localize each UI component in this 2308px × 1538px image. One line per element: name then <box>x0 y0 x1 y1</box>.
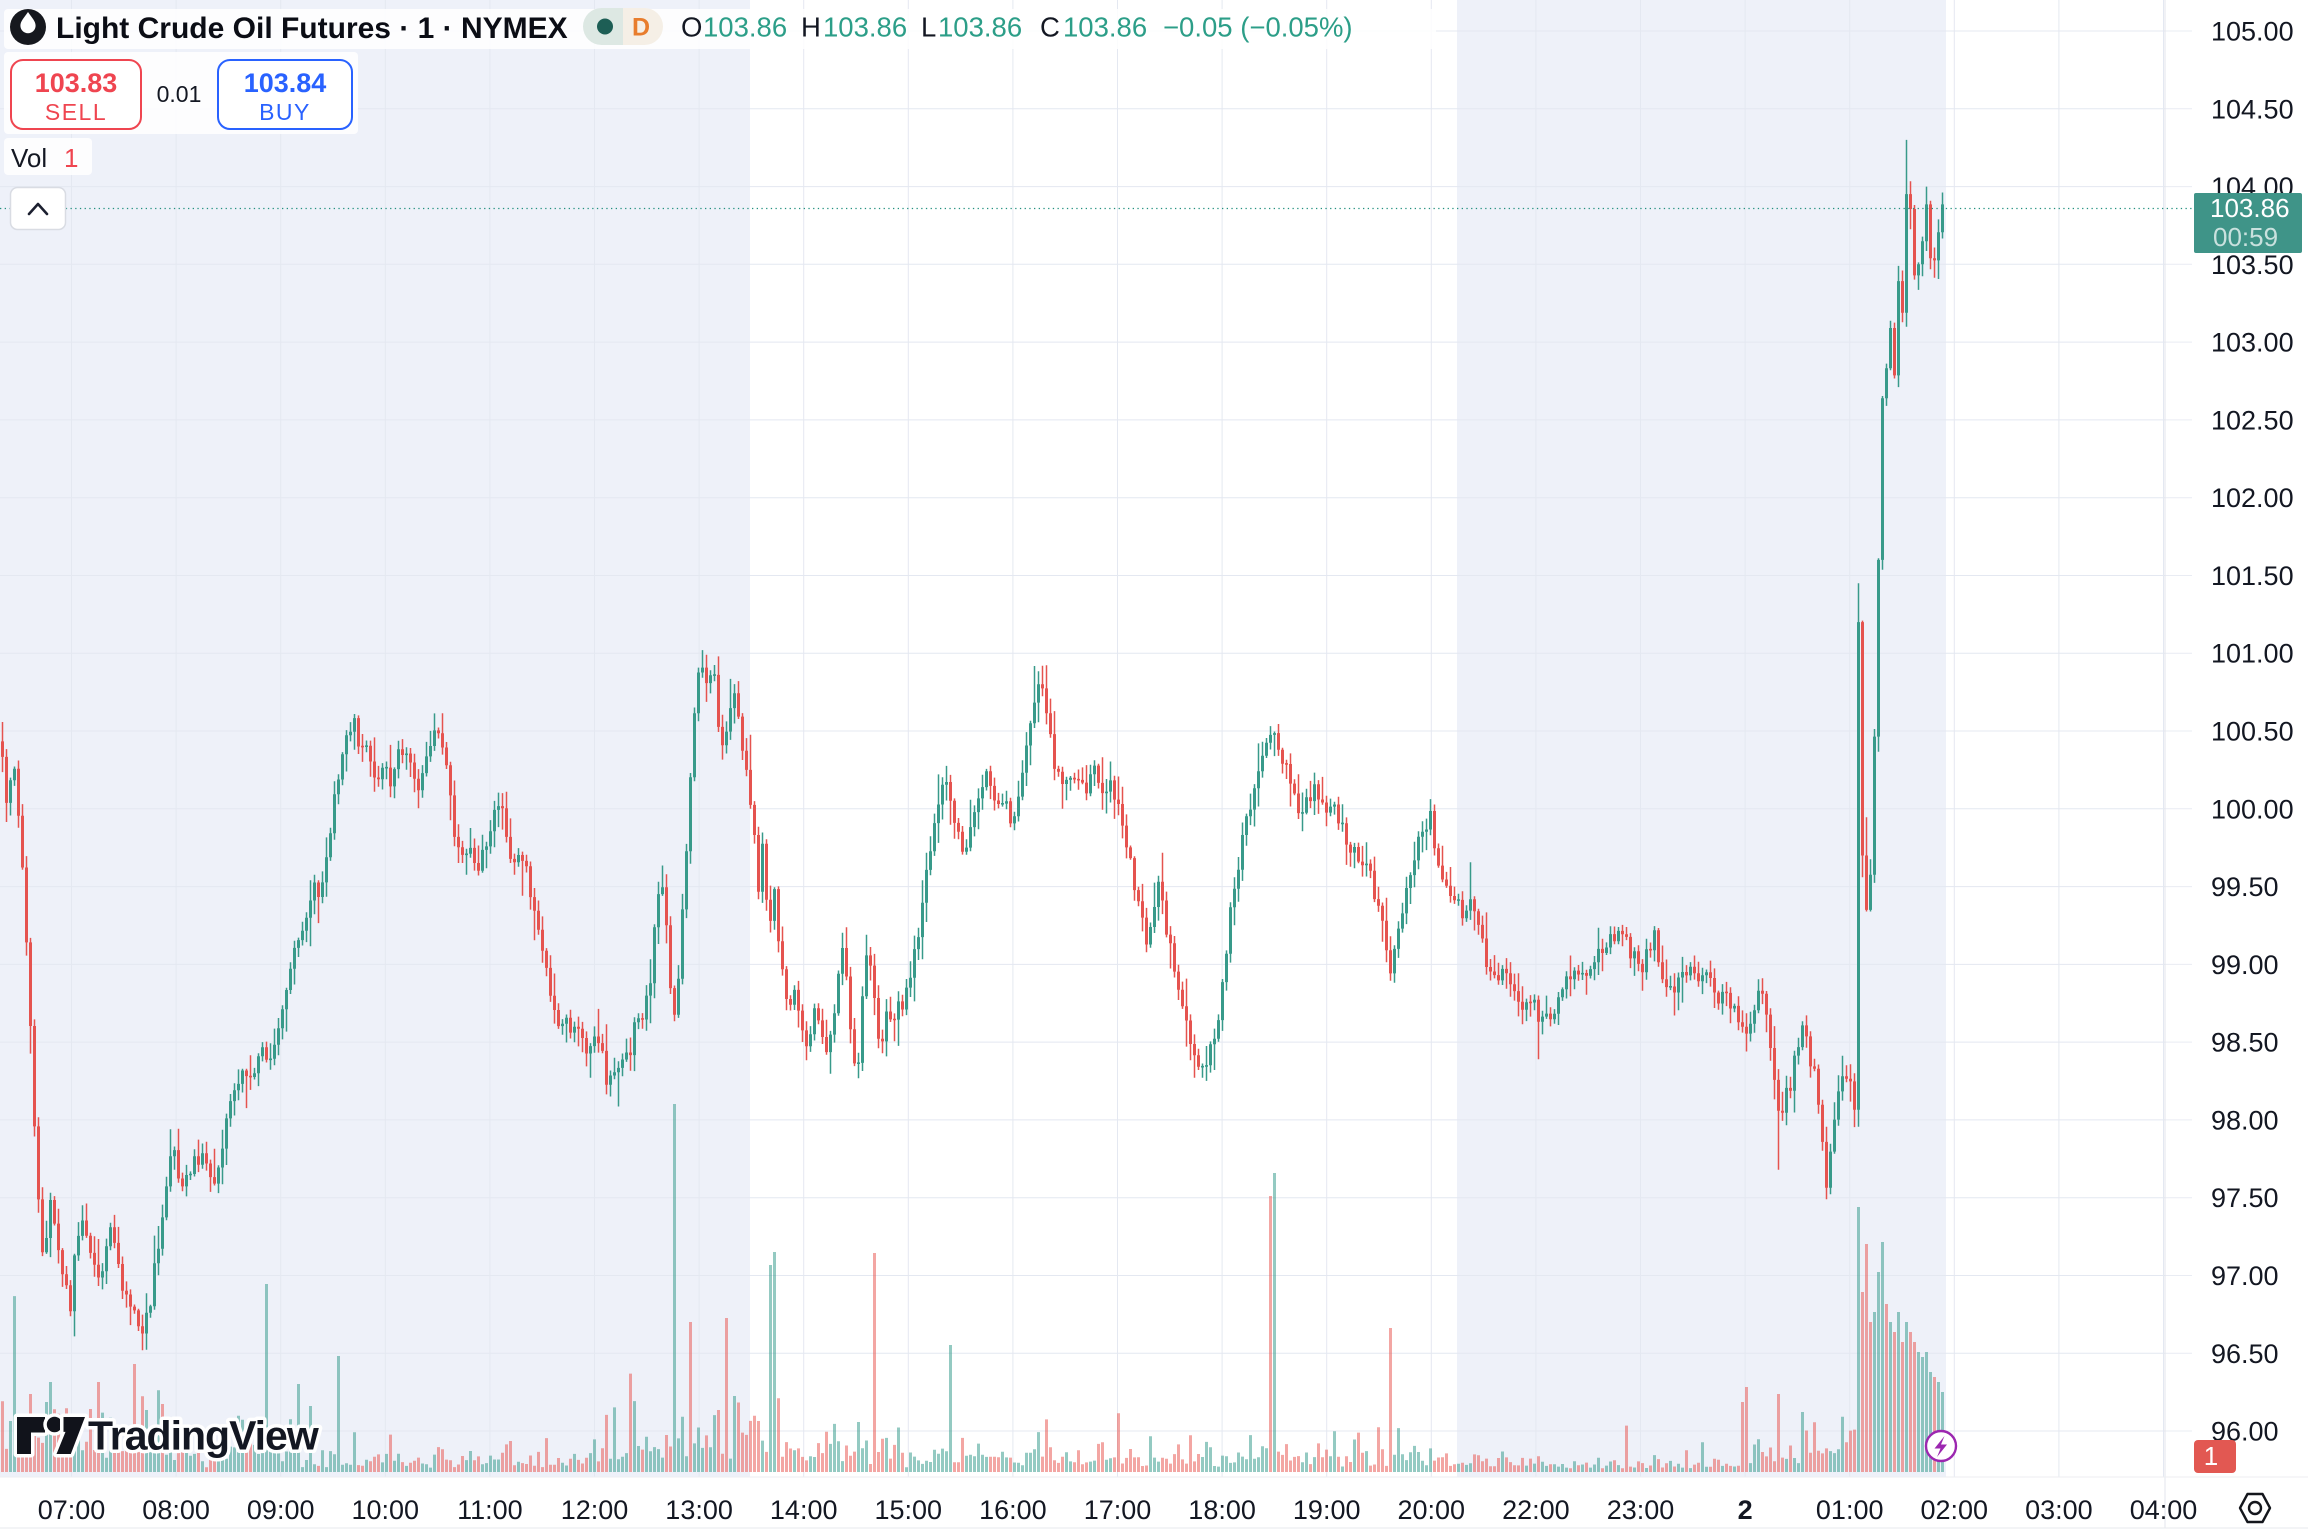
svg-text:07:00: 07:00 <box>38 1495 106 1525</box>
svg-text:102.00: 102.00 <box>2211 483 2294 513</box>
svg-text:01:00: 01:00 <box>1816 1495 1884 1525</box>
svg-text:22:00: 22:00 <box>1502 1495 1570 1525</box>
svg-text:09:00: 09:00 <box>247 1495 315 1525</box>
svg-text:103.86: 103.86 <box>938 12 1022 43</box>
svg-text:D: D <box>632 14 650 42</box>
svg-text:103.50: 103.50 <box>2211 250 2294 280</box>
svg-text:Light Crude Oil Futures · 1 ·: Light Crude Oil Futures · 1 · NYMEX <box>56 12 568 45</box>
svg-text:100.50: 100.50 <box>2211 717 2294 747</box>
svg-text:20:00: 20:00 <box>1398 1495 1466 1525</box>
svg-text:23:00: 23:00 <box>1607 1495 1675 1525</box>
svg-text:18:00: 18:00 <box>1188 1495 1256 1525</box>
svg-text:98.50: 98.50 <box>2211 1028 2279 1058</box>
svg-text:12:00: 12:00 <box>561 1495 629 1525</box>
svg-text:103.86: 103.86 <box>823 12 907 43</box>
svg-text:19:00: 19:00 <box>1293 1495 1361 1525</box>
svg-text:99.00: 99.00 <box>2211 950 2279 980</box>
svg-text:16:00: 16:00 <box>979 1495 1047 1525</box>
svg-text:H: H <box>801 12 821 43</box>
svg-text:SELL: SELL <box>45 99 107 125</box>
svg-text:101.50: 101.50 <box>2211 561 2294 591</box>
svg-text:103.84: 103.84 <box>244 68 327 98</box>
svg-text:104.50: 104.50 <box>2211 94 2294 124</box>
svg-text:103.86: 103.86 <box>1063 12 1147 43</box>
svg-text:03:00: 03:00 <box>2025 1495 2093 1525</box>
svg-text:105.00: 105.00 <box>2211 17 2294 47</box>
svg-text:−0.05 (−0.05%): −0.05 (−0.05%) <box>1163 12 1353 43</box>
svg-text:103.86: 103.86 <box>2210 193 2290 223</box>
svg-text:15:00: 15:00 <box>875 1495 943 1525</box>
svg-text:17:00: 17:00 <box>1084 1495 1152 1525</box>
svg-text:97.50: 97.50 <box>2211 1183 2279 1213</box>
svg-text:0.01: 0.01 <box>157 81 202 107</box>
svg-text:102.50: 102.50 <box>2211 405 2294 435</box>
svg-text:103.86: 103.86 <box>703 12 787 43</box>
svg-text:Vol: Vol <box>11 143 47 173</box>
svg-text:08:00: 08:00 <box>142 1495 210 1525</box>
svg-text:1: 1 <box>2204 1441 2218 1471</box>
svg-text:100.00: 100.00 <box>2211 794 2294 824</box>
svg-text:02:00: 02:00 <box>1921 1495 1989 1525</box>
svg-text:2: 2 <box>1738 1495 1753 1525</box>
svg-text:C: C <box>1040 12 1060 43</box>
svg-text:103.00: 103.00 <box>2211 328 2294 358</box>
svg-text:1: 1 <box>64 143 78 173</box>
svg-text:10:00: 10:00 <box>352 1495 420 1525</box>
svg-text:04:00: 04:00 <box>2130 1495 2198 1525</box>
svg-text:97.00: 97.00 <box>2211 1261 2279 1291</box>
svg-text:O: O <box>681 12 702 43</box>
svg-text:L: L <box>921 12 936 43</box>
svg-text:00:59: 00:59 <box>2213 222 2278 252</box>
svg-text:103.83: 103.83 <box>35 68 118 98</box>
svg-text:13:00: 13:00 <box>665 1495 733 1525</box>
svg-text:101.00: 101.00 <box>2211 639 2294 669</box>
svg-text:96.50: 96.50 <box>2211 1339 2279 1369</box>
svg-text:TradingView: TradingView <box>88 1413 319 1459</box>
svg-text:99.50: 99.50 <box>2211 872 2279 902</box>
svg-text:BUY: BUY <box>259 99 311 125</box>
svg-text:14:00: 14:00 <box>770 1495 838 1525</box>
svg-text:11:00: 11:00 <box>457 1495 523 1525</box>
svg-text:98.00: 98.00 <box>2211 1105 2279 1135</box>
